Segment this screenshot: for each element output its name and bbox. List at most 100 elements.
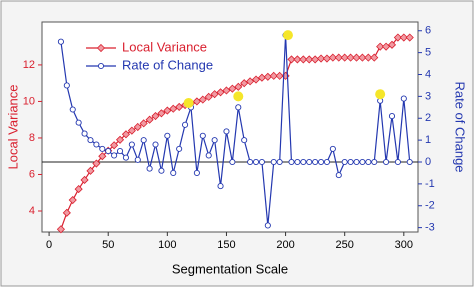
data-point [405, 33, 414, 42]
x-tick-label: 0 [46, 239, 52, 251]
data-point [335, 172, 342, 179]
data-point [115, 135, 125, 144]
data-point [388, 113, 396, 120]
data-point [210, 90, 219, 99]
data-point [300, 158, 307, 166]
data-point [169, 104, 178, 113]
data-point [240, 79, 249, 88]
data-point [241, 137, 248, 144]
data-point [276, 158, 283, 166]
data-point [133, 122, 142, 132]
data-point [370, 53, 379, 62]
data-point [316, 54, 326, 63]
data-point [234, 82, 243, 91]
data-point [288, 158, 295, 166]
data-point [394, 158, 401, 166]
data-point [364, 53, 373, 62]
y2-tick-label: 2 [425, 112, 431, 124]
data-point [205, 152, 212, 159]
data-point [151, 111, 160, 121]
data-point [246, 77, 255, 86]
data-point [229, 158, 236, 166]
data-point [222, 86, 231, 95]
x-tick-label: 150 [217, 239, 235, 251]
data-point [340, 53, 349, 62]
data-point [68, 195, 77, 205]
data-point [258, 158, 265, 166]
data-point [323, 158, 331, 166]
data-point [352, 53, 361, 62]
data-point [387, 40, 397, 49]
data-point [235, 104, 242, 111]
data-point [128, 141, 135, 148]
data-point [152, 141, 159, 148]
data-point [312, 158, 319, 166]
data-point [157, 109, 166, 118]
data-point [57, 38, 64, 45]
x-tick-label: 250 [336, 239, 354, 251]
y2-tick-label: -3 [425, 222, 435, 234]
data-point [75, 119, 82, 126]
y2-axis-label: Rate of Change [453, 81, 468, 172]
data-point [341, 158, 348, 166]
data-point [251, 75, 261, 84]
data-point [359, 158, 366, 166]
data-point [69, 106, 76, 113]
data-point [204, 92, 213, 101]
data-point [287, 55, 296, 64]
data-point [358, 53, 367, 62]
highlight-point [233, 91, 244, 102]
y-tick-label: 6 [29, 168, 35, 180]
data-point [80, 175, 89, 185]
data-point [105, 148, 112, 155]
highlight-point [282, 30, 293, 41]
data-point [346, 53, 355, 62]
data-point [81, 130, 88, 137]
data-point [158, 167, 165, 174]
data-point [353, 158, 360, 166]
data-point [193, 169, 200, 176]
data-point [275, 71, 284, 80]
data-point [145, 115, 154, 124]
data-point [382, 42, 391, 51]
data-point [182, 121, 189, 128]
data-point [211, 137, 218, 144]
y-axis-label: Local Variance [5, 84, 20, 169]
data-point [306, 158, 313, 166]
data-point [110, 141, 119, 150]
y2-tick-label: 1 [425, 134, 431, 146]
y2-tick-label: -1 [425, 178, 435, 190]
data-point [334, 53, 343, 62]
data-point [116, 148, 124, 155]
data-point [347, 158, 354, 166]
data-point [140, 137, 147, 144]
y2-tick-label: 3 [425, 90, 431, 102]
data-point [299, 55, 308, 64]
data-point [111, 152, 118, 159]
data-point [376, 42, 385, 51]
data-point [383, 158, 390, 166]
legend-marker [97, 62, 105, 70]
y-tick-label: 4 [29, 205, 35, 217]
legend-marker [96, 43, 106, 53]
y-tick-label: 12 [23, 59, 35, 71]
data-point [164, 132, 171, 139]
data-point [228, 84, 237, 93]
plot-area [41, 21, 419, 233]
data-point [62, 208, 71, 217]
data-point [87, 137, 94, 144]
data-point [294, 158, 301, 166]
data-point [393, 33, 402, 42]
x-tick-label: 100 [158, 239, 176, 251]
data-point [86, 166, 95, 175]
data-point [139, 119, 148, 128]
data-point [63, 82, 70, 89]
y2-tick-label: 5 [425, 47, 431, 59]
data-point [134, 156, 141, 163]
data-point [223, 128, 230, 135]
data-point [270, 158, 277, 166]
data-point [371, 158, 378, 166]
highlight-point [183, 97, 194, 108]
data-point [217, 183, 224, 190]
